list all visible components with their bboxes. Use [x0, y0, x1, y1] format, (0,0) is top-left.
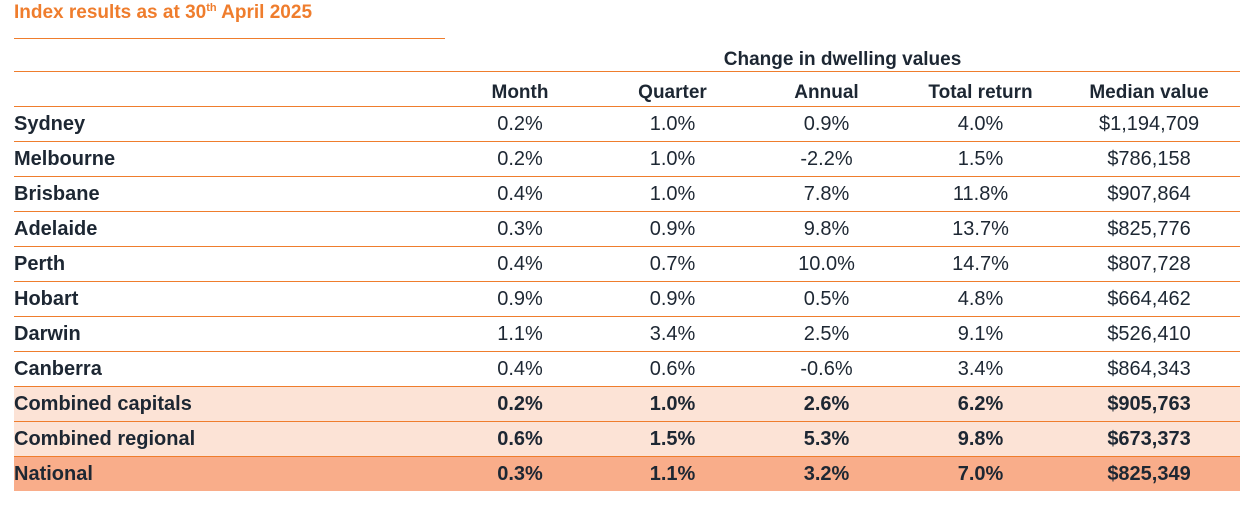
cell-total-return: 9.8% [903, 421, 1058, 457]
cell-total-return: 4.8% [903, 281, 1058, 317]
cell-month: 0.3% [445, 211, 595, 247]
cell-annual: 0.5% [750, 281, 903, 317]
cell-month: 1.1% [445, 316, 595, 352]
cell-median: $1,194,709 [1058, 106, 1241, 142]
cell-median: $825,776 [1058, 211, 1241, 247]
cell-median: $864,343 [1058, 351, 1241, 387]
index-results-table: Change in dwelling values Month Quarter … [14, 38, 1241, 491]
cell-total-return: 6.2% [903, 386, 1058, 422]
cell-quarter: 0.6% [595, 351, 750, 387]
table-row: Combined regional 0.6% 1.5% 5.3% 9.8% $673,37… [14, 421, 1241, 457]
cell-quarter: 3.4% [595, 316, 750, 352]
cell-month: 0.2% [445, 141, 595, 177]
cell-quarter: 1.0% [595, 106, 750, 142]
col-header-month: Month [445, 71, 595, 107]
cell-annual: 10.0% [750, 246, 903, 282]
table-row: Hobart 0.9% 0.9% 0.5% 4.8% $664,462 [14, 281, 1241, 317]
cell-median: $807,728 [1058, 246, 1241, 282]
page-title: Index results as at 30th April 2025 [14, 2, 312, 24]
title-ordinal-suffix: th [206, 2, 217, 14]
cell-month: 0.4% [445, 176, 595, 212]
table-row: Combined capitals 0.2% 1.0% 2.6% 6.2% $905,76… [14, 386, 1241, 422]
cell-annual: 0.9% [750, 106, 903, 142]
cell-quarter: 1.0% [595, 141, 750, 177]
cell-total-return: 14.7% [903, 246, 1058, 282]
cell-quarter: 0.9% [595, 211, 750, 247]
empty-header-cell [14, 71, 445, 107]
cell-median: $526,410 [1058, 316, 1241, 352]
cell-median: $673,373 [1058, 421, 1241, 457]
region-label: Perth [14, 246, 445, 282]
cell-total-return: 11.8% [903, 176, 1058, 212]
cell-annual: -2.2% [750, 141, 903, 177]
cell-median: $786,158 [1058, 141, 1241, 177]
cell-quarter: 1.0% [595, 386, 750, 422]
table-row: National 0.3% 1.1% 3.2% 7.0% $825,349 [14, 456, 1241, 491]
cell-month: 0.4% [445, 246, 595, 282]
region-label: Canberra [14, 351, 445, 387]
table-row: Brisbane 0.4% 1.0% 7.8% 11.8% $907,864 [14, 176, 1241, 212]
cell-annual: 9.8% [750, 211, 903, 247]
cell-month: 0.4% [445, 351, 595, 387]
cell-quarter: 0.7% [595, 246, 750, 282]
cell-annual: 5.3% [750, 421, 903, 457]
change-in-dwelling-values-header: Change in dwelling values [445, 38, 1241, 72]
cell-quarter: 0.9% [595, 281, 750, 317]
title-main: Index results as at 30 [14, 2, 207, 23]
cell-median: $907,864 [1058, 176, 1241, 212]
table-row: Melbourne 0.2% 1.0% -2.2% 1.5% $786,158 [14, 141, 1241, 177]
cell-total-return: 4.0% [903, 106, 1058, 142]
region-label: Brisbane [14, 176, 445, 212]
col-header-quarter: Quarter [595, 71, 750, 107]
cell-total-return: 1.5% [903, 141, 1058, 177]
cell-month: 0.6% [445, 421, 595, 457]
table-row: Sydney 0.2% 1.0% 0.9% 4.0% $1,194,709 [14, 106, 1241, 142]
column-header-row: Month Quarter Annual Total return Median… [14, 71, 1241, 107]
region-label: Combined capitals [14, 386, 445, 422]
region-label: Melbourne [14, 141, 445, 177]
cell-annual: 3.2% [750, 456, 903, 491]
cell-total-return: 9.1% [903, 316, 1058, 352]
group-header-row: Change in dwelling values [14, 38, 1241, 72]
cell-quarter: 1.1% [595, 456, 750, 491]
table-row: Perth 0.4% 0.7% 10.0% 14.7% $807,728 [14, 246, 1241, 282]
table-row: Adelaide 0.3% 0.9% 9.8% 13.7% $825,776 [14, 211, 1241, 247]
table-row: Darwin 1.1% 3.4% 2.5% 9.1% $526,410 [14, 316, 1241, 352]
cell-annual: 2.6% [750, 386, 903, 422]
cell-median: $825,349 [1058, 456, 1241, 491]
col-header-median-value: Median value [1058, 71, 1241, 107]
region-label: Combined regional [14, 421, 445, 457]
cell-month: 0.2% [445, 106, 595, 142]
col-header-total-return: Total return [903, 71, 1058, 107]
cell-median: $664,462 [1058, 281, 1241, 317]
title-rest: April 2025 [216, 2, 313, 23]
cell-quarter: 1.0% [595, 176, 750, 212]
empty-header-cell [14, 38, 445, 72]
table-row: Canberra 0.4% 0.6% -0.6% 3.4% $864,343 [14, 351, 1241, 387]
region-label: Hobart [14, 281, 445, 317]
region-label: National [14, 456, 445, 491]
cell-annual: 7.8% [750, 176, 903, 212]
cell-month: 0.3% [445, 456, 595, 491]
cell-quarter: 1.5% [595, 421, 750, 457]
region-label: Darwin [14, 316, 445, 352]
region-label: Sydney [14, 106, 445, 142]
col-header-annual: Annual [750, 71, 903, 107]
region-label: Adelaide [14, 211, 445, 247]
table-body: Sydney 0.2% 1.0% 0.9% 4.0% $1,194,709 Melbourn… [14, 106, 1241, 491]
cell-annual: -0.6% [750, 351, 903, 387]
cell-median: $905,763 [1058, 386, 1241, 422]
cell-total-return: 7.0% [903, 456, 1058, 491]
cell-total-return: 13.7% [903, 211, 1058, 247]
cell-month: 0.9% [445, 281, 595, 317]
cell-month: 0.2% [445, 386, 595, 422]
cell-annual: 2.5% [750, 316, 903, 352]
cell-total-return: 3.4% [903, 351, 1058, 387]
